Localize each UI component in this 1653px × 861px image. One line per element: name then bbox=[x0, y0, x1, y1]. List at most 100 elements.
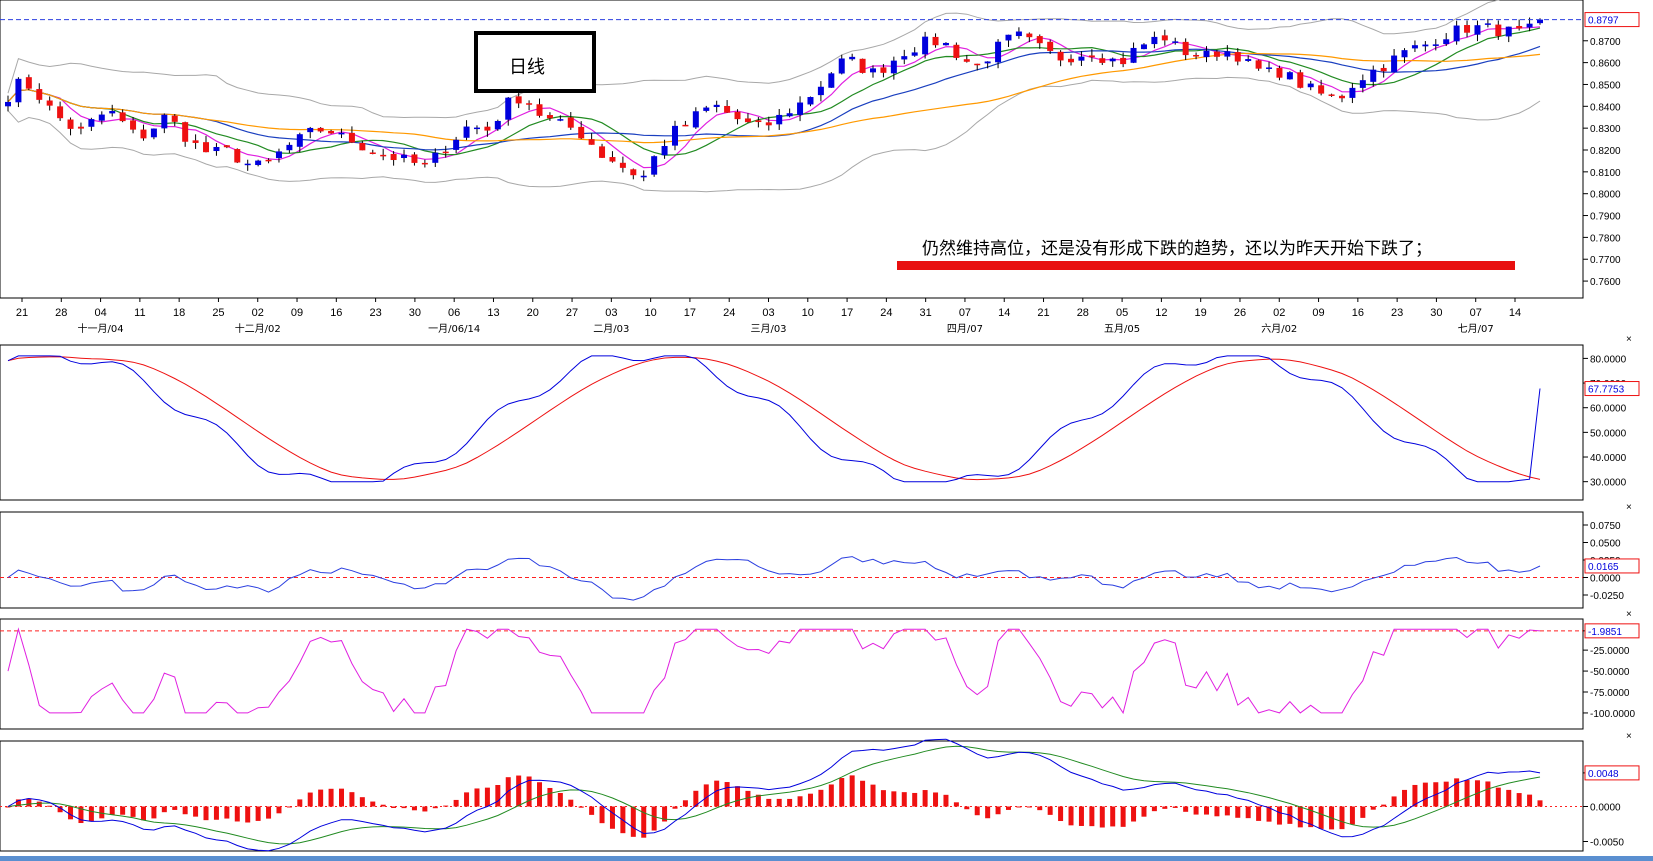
candle-body bbox=[1015, 31, 1022, 37]
macd-histogram-bar bbox=[140, 806, 146, 821]
candle-body bbox=[275, 151, 282, 159]
macd-histogram-bar bbox=[120, 806, 126, 815]
date-tick-label: 13 bbox=[487, 307, 499, 319]
macd-histogram-bar bbox=[1099, 806, 1105, 828]
candle-body bbox=[1328, 94, 1335, 96]
date-tick-label: 03 bbox=[762, 307, 774, 319]
candle-body bbox=[307, 127, 314, 133]
macd-histogram-bar bbox=[860, 780, 866, 807]
close-icon[interactable]: × bbox=[1626, 731, 1632, 742]
candle-body bbox=[421, 162, 428, 165]
macd-histogram-bar bbox=[1224, 806, 1230, 816]
kdj-panel bbox=[0, 344, 1584, 501]
close-icon[interactable]: × bbox=[1626, 609, 1632, 620]
candle-body bbox=[192, 140, 199, 143]
candle-body bbox=[380, 154, 387, 157]
williams-line bbox=[7, 627, 1541, 715]
williams-panel bbox=[0, 618, 1584, 730]
candle-body bbox=[171, 115, 178, 122]
macd-histogram-bar bbox=[245, 806, 251, 823]
macd-histogram-bar bbox=[505, 777, 511, 807]
macd-histogram-bar bbox=[547, 787, 553, 807]
sub-tick-label: -100.0000 bbox=[1590, 709, 1635, 720]
macd-histogram-bar bbox=[995, 806, 1001, 815]
macd-histogram-bar bbox=[578, 806, 584, 808]
candle-body bbox=[1526, 23, 1533, 28]
candle-body bbox=[1172, 41, 1179, 43]
scrollbar[interactable] bbox=[0, 856, 1653, 861]
macd-histogram-bar bbox=[880, 790, 886, 807]
month-label: 一月/06/14 bbox=[428, 323, 480, 335]
macd-histogram-bar bbox=[1089, 806, 1095, 827]
month-label: 十一月/04 bbox=[78, 322, 124, 335]
ma-line bbox=[7, 45, 1541, 151]
ma-line bbox=[7, 26, 1541, 169]
sub-panel-axes: 80.000070.000060.000050.000040.000030.00… bbox=[1583, 354, 1640, 849]
candle-body bbox=[1495, 24, 1502, 37]
candle-body bbox=[911, 52, 918, 56]
candle-body bbox=[5, 101, 11, 107]
macd-histogram-bar bbox=[1110, 806, 1116, 827]
macd-histogram-bar bbox=[1058, 806, 1064, 822]
macd-histogram-bar bbox=[1151, 806, 1157, 812]
price-tick-label: 0.8100 bbox=[1590, 168, 1621, 179]
macd-dea-line bbox=[7, 745, 1541, 845]
macd-histogram-bar bbox=[714, 780, 720, 807]
close-icon[interactable]: × bbox=[1626, 334, 1632, 345]
macd-histogram-bar bbox=[912, 792, 918, 807]
macd-histogram-bar bbox=[266, 806, 272, 819]
macd-histogram-bar bbox=[964, 806, 970, 810]
close-icon[interactable]: × bbox=[1626, 502, 1632, 513]
candle-body bbox=[255, 160, 262, 166]
price-tick-label: 0.8200 bbox=[1590, 146, 1621, 157]
candle-body bbox=[296, 134, 303, 147]
candle-body bbox=[46, 100, 53, 106]
candle-body bbox=[98, 114, 105, 121]
candle-body bbox=[348, 132, 355, 143]
price-tick-label: 0.7800 bbox=[1590, 233, 1621, 244]
candle-body bbox=[838, 58, 845, 74]
candle-body bbox=[1401, 50, 1408, 58]
candle-body bbox=[234, 149, 241, 163]
candle-body bbox=[526, 103, 533, 105]
date-tick-label: 10 bbox=[645, 307, 657, 319]
panel-close-icons[interactable]: × × × × bbox=[1626, 334, 1632, 742]
macd-histogram-bar bbox=[411, 806, 417, 811]
candle-body bbox=[484, 126, 491, 131]
sub-tick-label: 60.0000 bbox=[1590, 404, 1627, 415]
candle-body bbox=[1380, 67, 1387, 72]
macd-histogram-bar bbox=[15, 799, 21, 807]
macd-histogram-bar bbox=[1183, 806, 1189, 812]
candle-body bbox=[713, 104, 720, 108]
macd-histogram-bar bbox=[1370, 806, 1376, 810]
macd-histogram-bar bbox=[1360, 806, 1366, 818]
candle-body bbox=[359, 142, 366, 151]
candle-body bbox=[328, 130, 335, 134]
macd-histogram-bar bbox=[1131, 806, 1137, 822]
macd-histogram-bar bbox=[432, 806, 438, 809]
candle-body bbox=[1203, 50, 1210, 58]
candlesticks bbox=[5, 17, 1543, 182]
candle-body bbox=[890, 60, 897, 74]
candle-body bbox=[942, 42, 949, 46]
macd-histogram-bar bbox=[609, 806, 615, 829]
candle-body bbox=[692, 111, 699, 128]
macd-histogram-bar bbox=[234, 806, 240, 822]
date-tick-label: 30 bbox=[409, 307, 421, 319]
macd-histogram-bar bbox=[1308, 806, 1314, 828]
candle-body bbox=[1078, 56, 1085, 61]
sub-tick-label: 40.0000 bbox=[1590, 453, 1627, 464]
sub-tick-label: -0.0050 bbox=[1590, 838, 1624, 849]
macd-histogram-bar bbox=[255, 806, 261, 821]
candle-body bbox=[1391, 55, 1398, 73]
candle-body bbox=[995, 41, 1002, 63]
candle-body bbox=[984, 61, 991, 64]
candle-body bbox=[724, 105, 731, 113]
candle-body bbox=[922, 36, 929, 55]
macd-histogram-bar bbox=[130, 806, 136, 817]
candle-body bbox=[1432, 44, 1439, 46]
candle-body bbox=[744, 118, 751, 123]
date-tick-label: 26 bbox=[1234, 307, 1246, 319]
ma-line bbox=[7, 27, 1541, 156]
macd-histogram-bar bbox=[318, 789, 324, 807]
